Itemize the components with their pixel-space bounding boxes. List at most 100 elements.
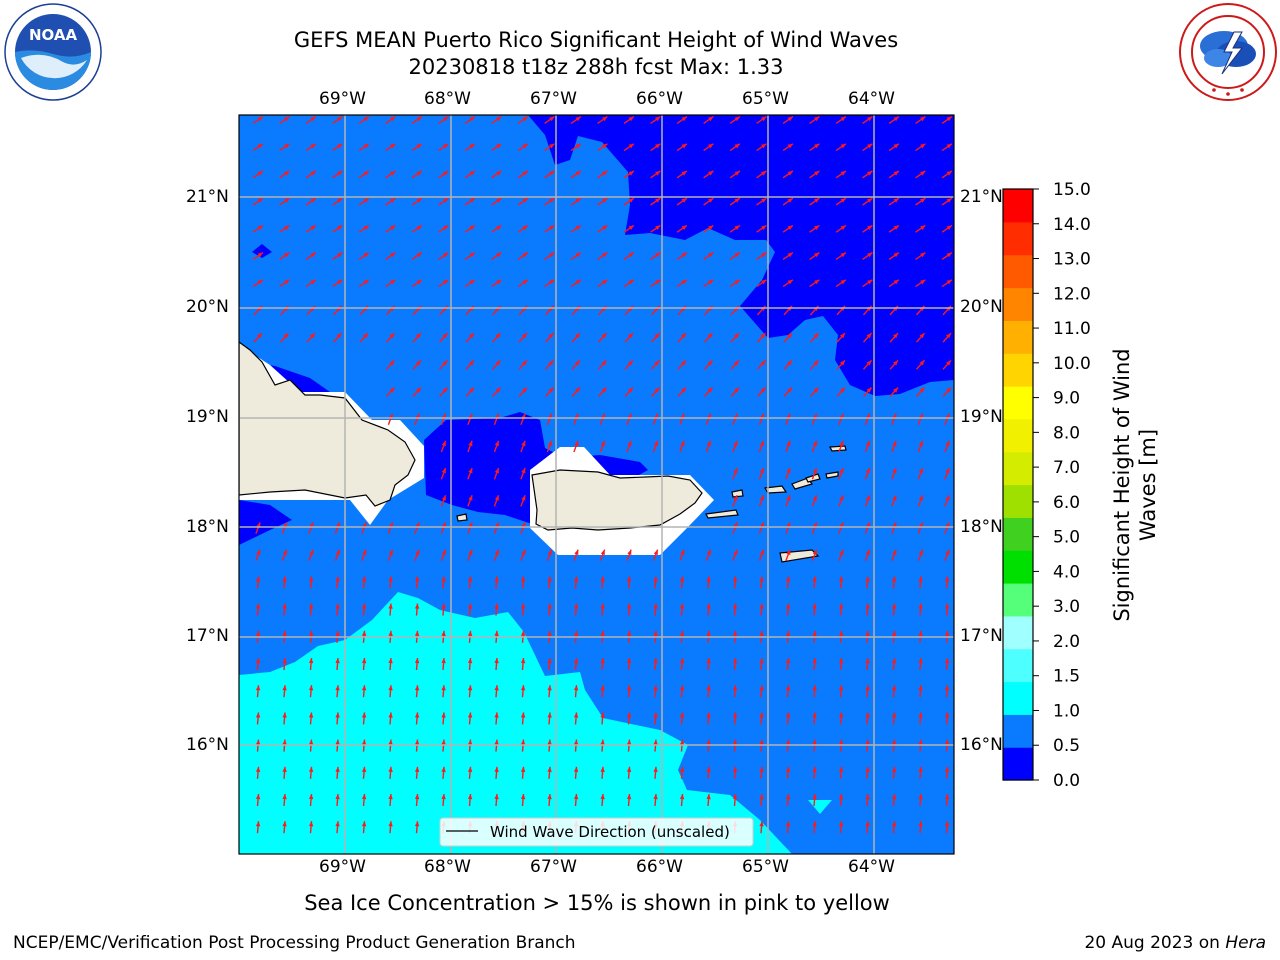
wave-direction-arrow	[942, 359, 952, 370]
wave-direction-arrow	[494, 712, 499, 725]
wave-direction-arrow	[862, 170, 873, 179]
wave-direction-arrow	[835, 279, 847, 288]
wave-direction-arrow	[759, 821, 764, 834]
wave-direction-arrow	[756, 143, 767, 152]
wave-direction-arrow	[467, 467, 473, 480]
wave-direction-arrow	[573, 603, 579, 616]
wave-direction-arrow	[703, 359, 714, 370]
wave-direction-arrow	[838, 712, 844, 725]
wave-direction-arrow	[891, 657, 897, 671]
wave-direction-arrow	[332, 170, 343, 179]
wave-direction-arrow	[809, 332, 820, 343]
lat-label-right-16n: 16°N	[960, 735, 1003, 755]
wave-direction-arrow	[600, 712, 605, 725]
wave-direction-arrow	[547, 576, 552, 589]
wave-direction-arrow	[438, 359, 449, 370]
wave-direction-arrow	[332, 332, 343, 343]
wave-direction-arrow	[332, 143, 343, 152]
wave-direction-arrow	[571, 332, 581, 343]
wave-height-1.0-1.5-region-south	[239, 592, 792, 854]
lat-label-left-20n: 20°N	[186, 297, 229, 317]
wave-direction-arrow	[465, 359, 475, 370]
wave-direction-arrow	[279, 252, 290, 260]
wave-direction-arrow	[573, 440, 579, 453]
colorbar-segment	[1003, 583, 1033, 617]
wave-direction-arrow	[650, 387, 661, 397]
wave-direction-arrow	[944, 440, 950, 453]
wave-direction-arrow	[888, 170, 900, 179]
colorbar-tick-label: 2.0	[1053, 632, 1080, 652]
wave-direction-arrow	[759, 712, 764, 725]
wave-direction-arrow	[361, 766, 367, 779]
wave-direction-arrow	[467, 603, 473, 616]
wave-direction-arrow	[941, 116, 953, 124]
wave-direction-arrow	[626, 440, 632, 453]
wave-direction-arrow	[888, 116, 900, 124]
wave-direction-arrow	[812, 603, 817, 616]
wave-direction-arrow	[703, 170, 714, 179]
wave-direction-arrow	[467, 549, 473, 562]
wave-direction-arrow	[917, 440, 924, 453]
wave-direction-arrow	[706, 766, 711, 779]
wave-direction-arrow	[703, 224, 714, 233]
wave-direction-arrow	[385, 279, 396, 288]
wave-direction-arrow	[573, 657, 579, 671]
colorbar-segment	[1003, 550, 1033, 584]
wave-direction-arrow	[412, 359, 422, 370]
map-frame	[238, 114, 955, 855]
wave-direction-arrow	[414, 712, 420, 725]
wave-direction-arrow	[573, 549, 579, 562]
wave-direction-arrow	[706, 603, 711, 616]
wave-direction-arrow	[308, 712, 314, 725]
wave-direction-arrow	[944, 549, 950, 562]
wave-direction-arrow	[809, 170, 820, 179]
wave-direction-arrow	[570, 224, 582, 233]
wave-height-low-region-west	[239, 500, 292, 545]
wave-direction-arrow	[305, 116, 317, 124]
wave-direction-arrow	[308, 793, 314, 807]
wave-direction-arrow	[624, 359, 634, 370]
wave-direction-arrow	[652, 549, 659, 562]
lon-label-top-67w: 67°W	[530, 89, 577, 109]
wave-direction-arrow	[361, 685, 367, 698]
wave-direction-arrow	[308, 685, 314, 698]
wave-direction-arrow	[438, 170, 449, 179]
wave-direction-arrow	[305, 279, 317, 288]
wave-direction-arrow	[838, 766, 844, 779]
wave-direction-arrow	[570, 197, 582, 206]
wave-direction-arrow	[653, 712, 658, 725]
wave-direction-arrow	[782, 197, 794, 206]
wave-direction-arrow	[600, 685, 605, 698]
lon-label-bottom-69w: 69°W	[319, 857, 366, 877]
wave-direction-arrow	[464, 116, 476, 124]
wave-direction-arrow	[626, 549, 632, 562]
wave-direction-arrow	[255, 549, 261, 562]
wave-direction-arrow	[441, 576, 446, 589]
lon-label-top-69w: 69°W	[319, 89, 366, 109]
wave-direction-arrow	[944, 793, 950, 807]
wave-direction-arrow	[756, 252, 767, 260]
wave-direction-arrow	[388, 576, 393, 589]
wave-direction-arrow	[361, 657, 367, 671]
wave-direction-arrow	[464, 143, 476, 152]
wave-direction-arrow	[438, 332, 449, 343]
wave-direction-arrow	[836, 359, 846, 370]
wave-direction-arrow	[782, 116, 794, 124]
wave-direction-arrow	[809, 143, 820, 152]
wave-direction-arrow	[944, 467, 950, 480]
wave-direction-arrow	[279, 224, 290, 233]
wave-direction-arrow	[440, 549, 447, 562]
wave-direction-arrow	[835, 197, 847, 206]
wave-direction-arrow	[438, 116, 449, 124]
wave-direction-arrow	[464, 252, 476, 260]
wave-direction-arrow	[679, 793, 685, 807]
wave-direction-arrow	[597, 387, 608, 397]
wave-direction-arrow	[544, 170, 555, 179]
wave-direction-arrow	[729, 170, 741, 179]
wave-direction-arrow	[703, 252, 714, 260]
wave-direction-arrow	[809, 224, 820, 233]
wave-direction-arrow	[915, 224, 926, 233]
wave-direction-arrow	[756, 332, 767, 343]
wave-direction-arrow	[650, 143, 661, 152]
wave-direction-arrow	[438, 197, 449, 206]
